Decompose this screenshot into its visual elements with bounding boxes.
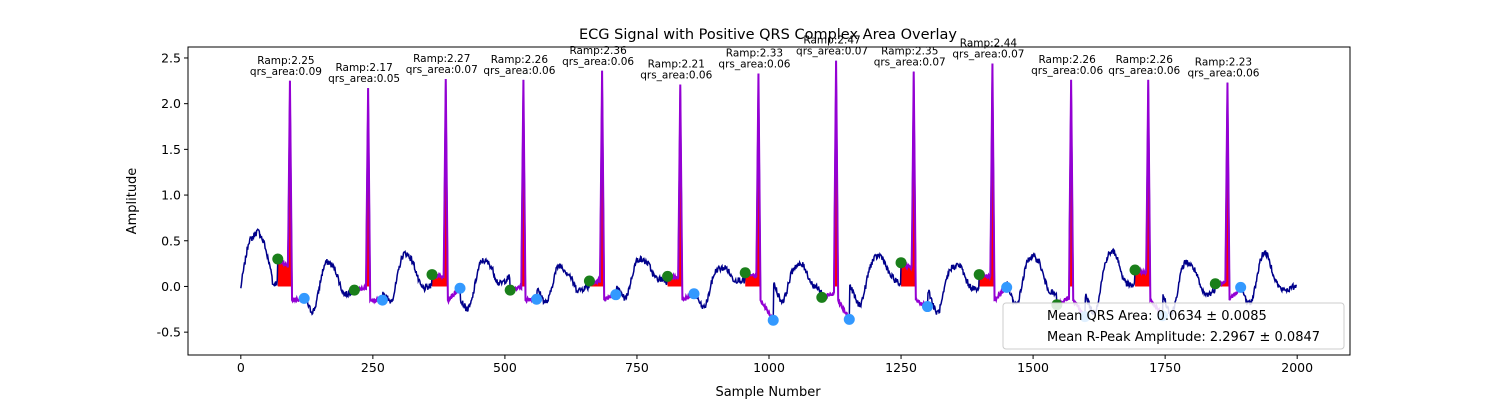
qrs-area-label-5: qrs_area:0.06	[640, 69, 712, 81]
qrs-area-label-4: qrs_area:0.06	[562, 56, 634, 68]
qrs-onset-marker-5	[662, 270, 674, 282]
x-axis: 0 250 500 750 1000 1250 1500 1750 2000	[237, 355, 1313, 375]
qrs-offset-marker-1	[376, 294, 388, 306]
qrs-onset-marker-9	[973, 269, 985, 281]
qrs-offset-marker-6	[767, 314, 779, 326]
x-tick-label-4: 1000	[753, 360, 785, 375]
ramp-label-4: Ramp:2.36	[569, 45, 627, 57]
y-axis: -0.5 0.0 0.5 1.0 1.5 2.0 2.5	[157, 50, 188, 340]
qrs-area-label-9: qrs_area:0.07	[952, 48, 1024, 60]
legend-box	[1002, 302, 1345, 350]
ramp-label-12: Ramp:2.23	[1195, 57, 1252, 69]
qrs-onset-marker-3	[504, 284, 516, 296]
x-tick-label-8: 2000	[1281, 360, 1313, 375]
qrs-offset-marker-5	[688, 288, 700, 300]
ramp-label-0: Ramp:2.25	[257, 55, 314, 67]
qrs-area-label-10: qrs_area:0.06	[1031, 65, 1103, 77]
qrs-onset-marker-1	[348, 284, 360, 296]
y-tick-label-2: 0.5	[161, 233, 181, 248]
qrs-area-label-6: qrs_area:0.06	[718, 59, 790, 71]
qrs-area-label-7: qrs_area:0.07	[796, 46, 868, 58]
qrs-onset-marker-4	[583, 275, 595, 287]
ramp-label-2: Ramp:2.27	[413, 53, 470, 65]
x-tick-label-5: 1250	[885, 360, 917, 375]
x-tick-label-2: 500	[493, 360, 517, 375]
ramp-label-10: Ramp:2.26	[1038, 54, 1096, 66]
legend-entry-qrs-area: Mean QRS Area: 0.0634 ± 0.0085	[1047, 309, 1267, 324]
qrs-onset-marker-12	[1209, 278, 1221, 290]
qrs-area-label-11: qrs_area:0.06	[1108, 65, 1180, 77]
qrs-area-label-3: qrs_area:0.06	[483, 65, 555, 77]
qrs-offset-marker-3	[531, 293, 543, 305]
x-tick-label-1: 250	[361, 360, 385, 375]
y-tick-label-5: 2.0	[161, 96, 181, 111]
y-tick-label-6: 2.5	[161, 50, 181, 65]
y-tick-label-4: 1.5	[161, 142, 181, 157]
x-axis-label: Sample Number	[715, 385, 821, 400]
ramp-label-6: Ramp:2.33	[726, 48, 783, 60]
qrs-onset-marker-7	[816, 291, 828, 303]
qrs-offset-marker-8	[921, 301, 933, 313]
legend: Mean QRS Area: 0.0634 ± 0.0085 Mean R-Pe…	[1002, 302, 1345, 350]
legend-entry-r-peak: Mean R-Peak Amplitude: 2.2967 ± 0.0847	[1047, 330, 1320, 345]
y-axis-label: Amplitude	[125, 168, 140, 235]
qrs-onset-marker-0	[272, 253, 284, 265]
qrs-offset-marker-7	[843, 313, 855, 325]
ramp-label-7: Ramp:2.47	[803, 35, 860, 47]
qrs-offset-marker-12	[1235, 281, 1247, 293]
qrs-area-label-2: qrs_area:0.07	[406, 64, 478, 76]
qrs-offset-marker-2	[454, 282, 466, 294]
ramp-label-9: Ramp:2.44	[960, 37, 1018, 49]
ramp-label-5: Ramp:2.21	[648, 58, 705, 70]
qrs-offset-marker-0	[298, 292, 310, 304]
ramp-label-8: Ramp:2.35	[881, 46, 938, 58]
qrs-area-label-1: qrs_area:0.05	[328, 73, 400, 85]
qrs-onset-marker-8	[895, 257, 907, 269]
ramp-label-11: Ramp:2.26	[1116, 54, 1174, 66]
qrs-area-label-8: qrs_area:0.07	[874, 57, 946, 69]
qrs-area-label-0: qrs_area:0.09	[250, 66, 322, 78]
x-tick-label-3: 750	[625, 360, 649, 375]
x-tick-label-7: 1750	[1149, 360, 1181, 375]
ramp-label-3: Ramp:2.26	[491, 54, 549, 66]
qrs-offset-marker-9	[1001, 281, 1013, 293]
qrs-onset-marker-2	[426, 269, 438, 281]
qrs-onset-marker-11	[1129, 264, 1141, 276]
y-tick-label-3: 1.0	[161, 188, 181, 203]
qrs-onset-marker-6	[739, 267, 751, 279]
y-tick-label-0: -0.5	[157, 325, 181, 340]
ramp-label-1: Ramp:2.17	[335, 62, 392, 74]
y-tick-label-1: 0.0	[161, 279, 181, 294]
chart-title: ECG Signal with Positive QRS Complex Are…	[579, 27, 957, 43]
qrs-offset-marker-4	[610, 289, 622, 301]
x-tick-label-6: 1500	[1017, 360, 1049, 375]
qrs-area-label-12: qrs_area:0.06	[1187, 68, 1259, 80]
x-tick-label-0: 0	[237, 360, 245, 375]
